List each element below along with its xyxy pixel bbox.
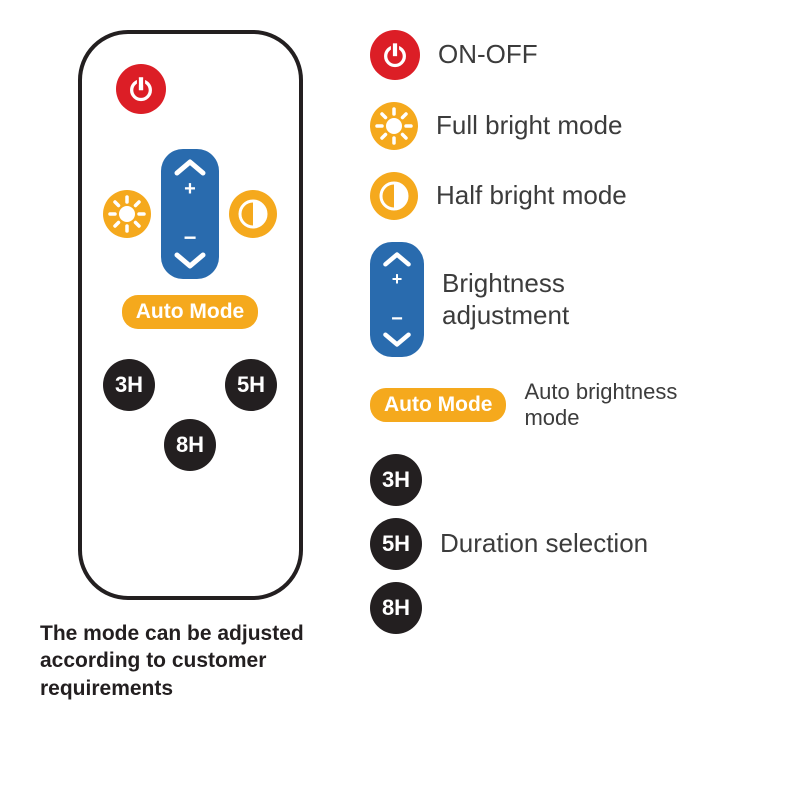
half-moon-icon xyxy=(374,176,414,216)
legend-auto-l1: Auto brightness xyxy=(524,379,677,404)
remote-body: + − xyxy=(78,30,303,600)
legend-3h: 3H xyxy=(370,454,422,506)
power-button[interactable] xyxy=(116,64,166,114)
duration-row-1: 3H 5H xyxy=(103,359,277,411)
duration-8h-button[interactable]: 8H xyxy=(164,419,216,471)
legend-rocker-down: − xyxy=(381,309,413,349)
legend-duration-stack: 3H 5H 8H xyxy=(370,454,422,634)
full-bright-button[interactable] xyxy=(103,190,151,238)
legend-auto-l2: mode xyxy=(524,405,579,430)
legend-half-bright-label: Half bright mode xyxy=(436,180,627,211)
sun-full-icon xyxy=(374,106,414,146)
legend-rocker-up: + xyxy=(381,250,413,288)
legend-8h: 8H xyxy=(370,582,422,634)
legend-column: ON-OFF Full br xyxy=(340,30,780,780)
legend-auto-mode: Auto Mode Auto brightness mode xyxy=(370,379,780,432)
legend-rocker: + − xyxy=(370,242,424,357)
legend-durations: 3H 5H 8H Duration selection xyxy=(370,454,780,634)
chevron-down-icon xyxy=(172,251,208,271)
footnote: The mode can be adjusted according to cu… xyxy=(40,620,314,702)
legend-auto-pill: Auto Mode xyxy=(370,388,506,422)
duration-5h-button[interactable]: 5H xyxy=(225,359,277,411)
power-icon xyxy=(127,75,155,103)
plus-label: + xyxy=(184,179,196,199)
brightness-rocker[interactable]: + − xyxy=(161,149,219,279)
duration-row-2: 8H xyxy=(164,419,216,471)
legend-plus: + xyxy=(392,270,403,288)
footnote-line2: according to customer xyxy=(40,649,266,672)
legend-minus: − xyxy=(391,309,403,329)
power-icon xyxy=(381,41,409,69)
rocker-row: + − xyxy=(103,149,277,279)
rocker-up[interactable]: + xyxy=(172,157,208,199)
legend-power-icon-wrap xyxy=(370,30,420,80)
left-column: + − xyxy=(40,30,340,780)
legend-brightness-adj: + − Brightness adjustment xyxy=(370,242,780,357)
half-bright-button[interactable] xyxy=(229,190,277,238)
legend-half-bright: Half bright mode xyxy=(370,172,780,220)
auto-mode-button[interactable]: Auto Mode xyxy=(122,295,258,329)
legend-5h: 5H xyxy=(370,518,422,570)
half-moon-icon xyxy=(233,194,273,234)
chevron-down-icon xyxy=(381,331,413,349)
duration-3h-button[interactable]: 3H xyxy=(103,359,155,411)
footnote-line3: requirements xyxy=(40,677,173,700)
minus-label: − xyxy=(184,227,197,249)
infographic-container: + − xyxy=(0,0,800,800)
legend-auto-desc: Auto brightness mode xyxy=(524,379,677,432)
sun-full-icon xyxy=(107,194,147,234)
remote-inner: + − xyxy=(94,46,287,584)
legend-power: ON-OFF xyxy=(370,30,780,80)
legend-full-bright: Full bright mode xyxy=(370,102,780,150)
legend-power-label: ON-OFF xyxy=(438,39,538,70)
legend-brightness-l2: adjustment xyxy=(442,300,569,330)
footnote-line1: The mode can be adjusted xyxy=(40,622,304,645)
legend-brightness-l1: Brightness xyxy=(442,268,565,298)
legend-duration-label: Duration selection xyxy=(440,528,648,559)
chevron-up-icon xyxy=(172,157,208,177)
legend-full-bright-icon-wrap xyxy=(370,102,418,150)
legend-full-bright-label: Full bright mode xyxy=(436,110,622,141)
legend-brightness-label: Brightness adjustment xyxy=(442,268,569,330)
rocker-down[interactable]: − xyxy=(172,227,208,271)
legend-half-bright-icon-wrap xyxy=(370,172,418,220)
chevron-up-icon xyxy=(381,250,413,268)
